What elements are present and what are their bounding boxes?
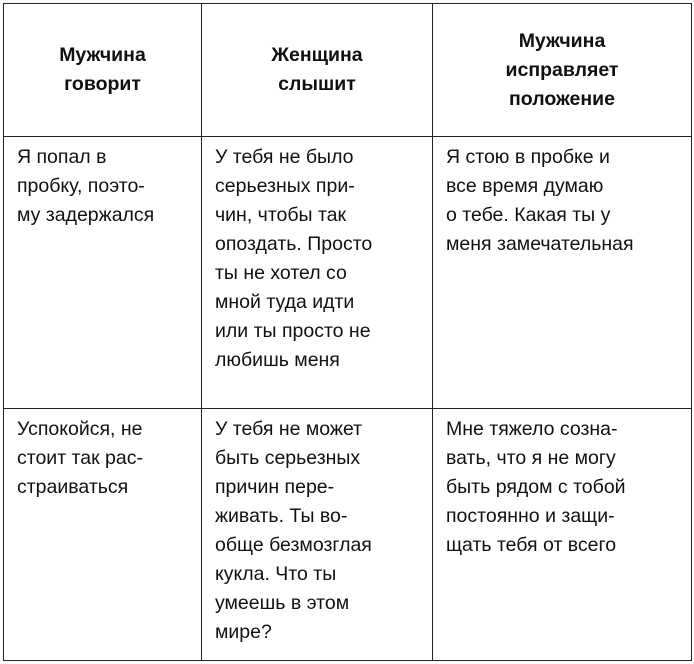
table-row: Я попал в пробку, поэто- му задержался У…: [3, 136, 692, 409]
header-man-says: Мужчина говорит: [3, 3, 202, 137]
table-cell: Мне тяжело созна- вать, что я не могу бы…: [432, 408, 692, 661]
header-man-corrects: Мужчина исправляет положение: [432, 3, 692, 137]
table-cell: Я попал в пробку, поэто- му задержался: [3, 136, 202, 409]
table-cell: У тебя не было серьезных при- чин, чтобы…: [201, 136, 433, 409]
table-row: Успокойся, не стоит так рас- страиваться…: [3, 408, 692, 661]
comparison-table: Мужчина говорит Женщина слышит Мужчина и…: [3, 3, 692, 661]
header-woman-hears: Женщина слышит: [201, 3, 433, 137]
header-row: Мужчина говорит Женщина слышит Мужчина и…: [3, 3, 692, 137]
table-cell: Успокойся, не стоит так рас- страиваться: [3, 408, 202, 661]
table-cell: У тебя не может быть серьезных причин пе…: [201, 408, 433, 661]
table-cell: Я стою в пробке и все время думаю о тебе…: [432, 136, 692, 409]
